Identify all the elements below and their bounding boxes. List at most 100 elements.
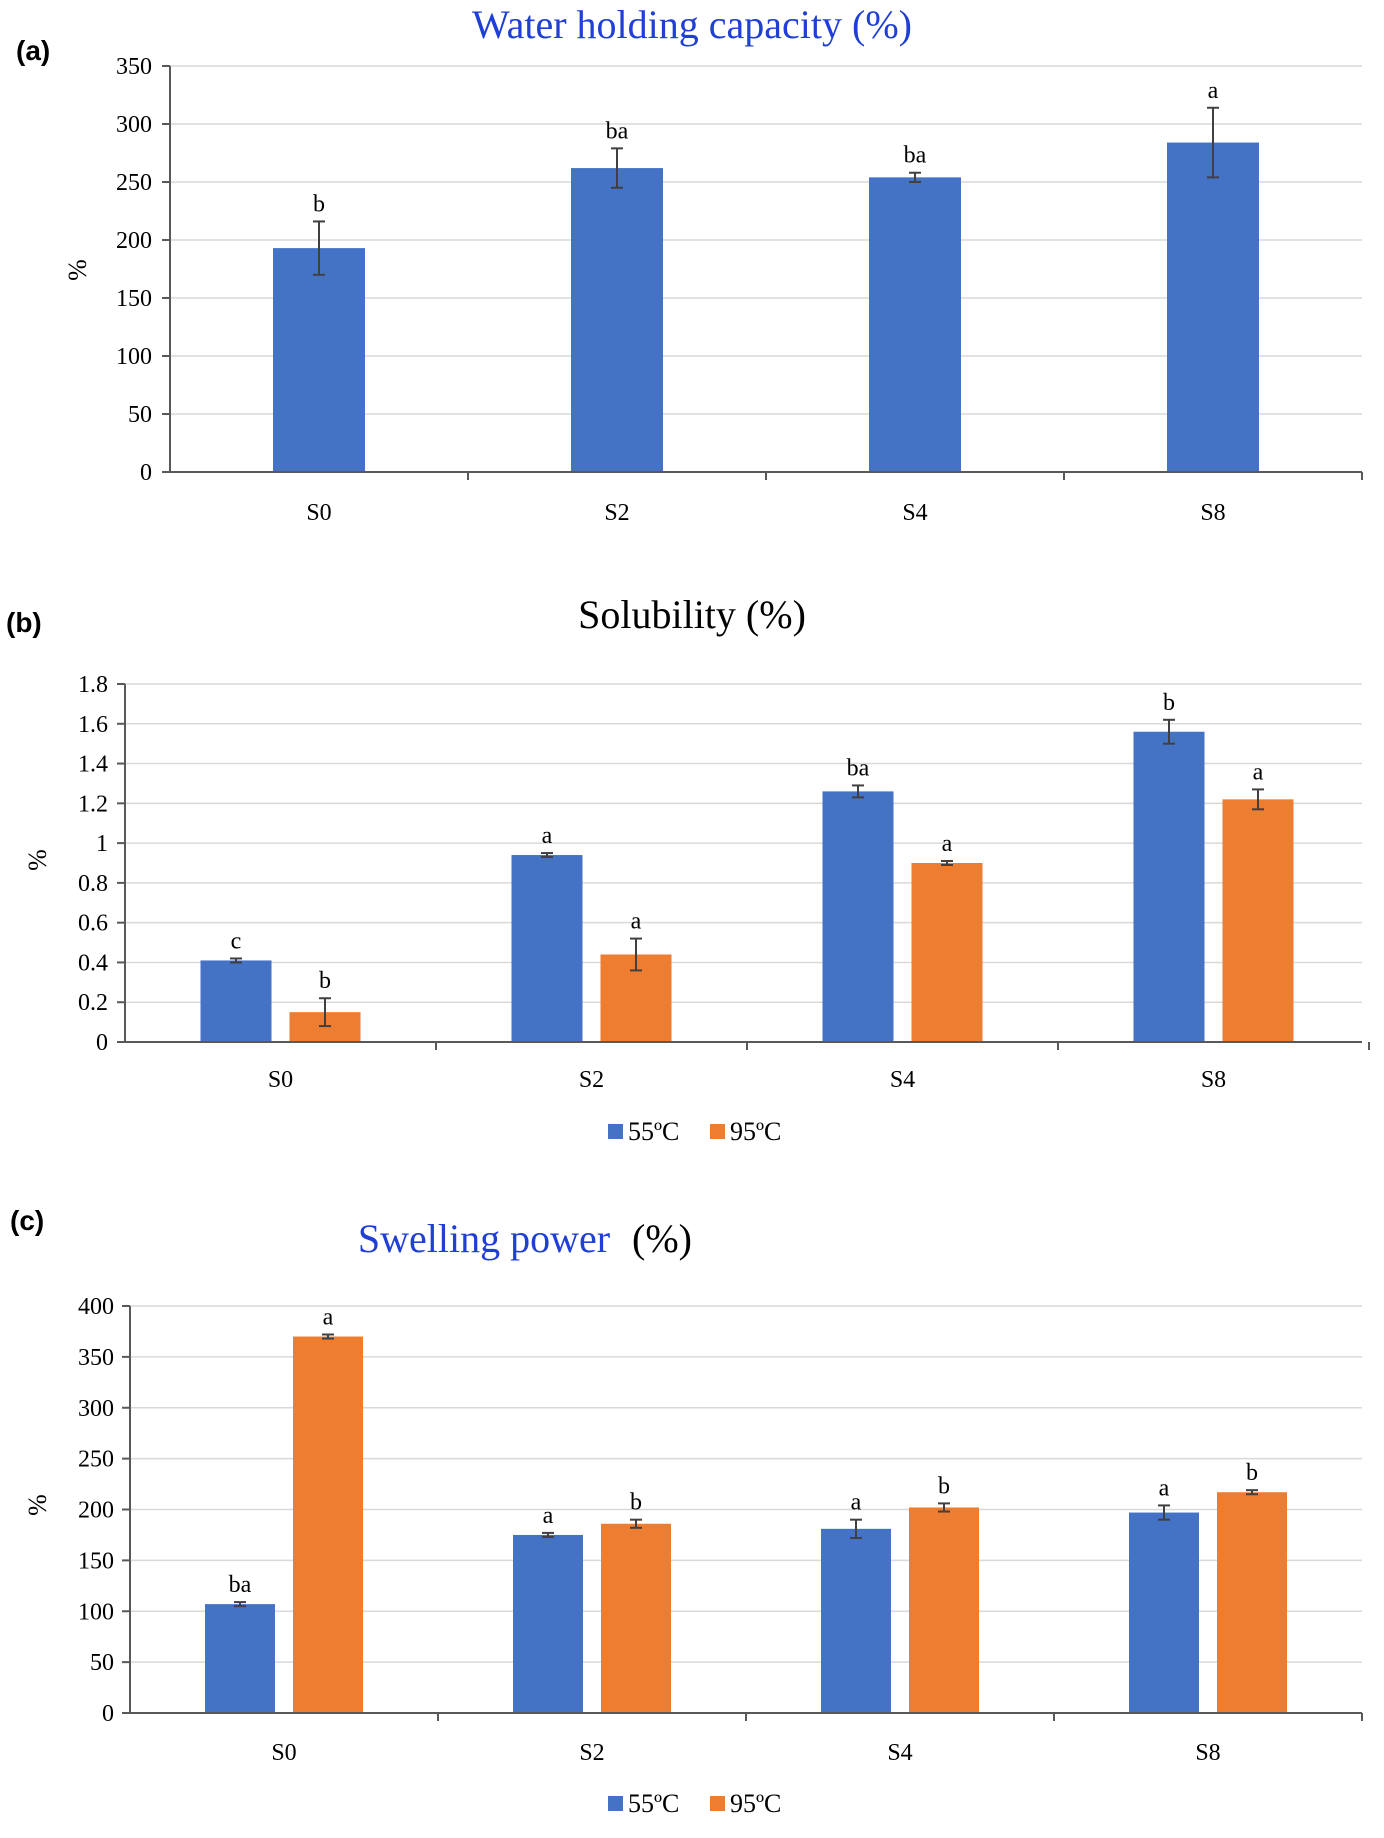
significance-label: ba [229, 1572, 252, 1598]
y-tick-label: 0 [102, 1701, 114, 1727]
y-tick-label: 0.6 [78, 911, 108, 937]
panel-c-title: Swelling power (%) [358, 1216, 692, 1261]
y-tick-label: 0 [96, 1030, 108, 1056]
bar [822, 791, 894, 1042]
x-tick-label: S4 [890, 1067, 915, 1093]
significance-label: a [851, 1490, 862, 1516]
y-tick-label: 1.6 [78, 712, 108, 738]
significance-label: a [543, 1503, 554, 1529]
significance-label: ba [904, 143, 927, 169]
bar [511, 855, 583, 1042]
x-tick-label: S4 [887, 1740, 912, 1766]
y-tick-label: 0 [140, 460, 152, 486]
y-tick-label: 1.4 [78, 752, 108, 778]
significance-label: a [942, 831, 953, 857]
significance-label: b [1246, 1460, 1258, 1486]
x-tick-label: S0 [306, 500, 331, 526]
y-tick-label: 350 [78, 1345, 114, 1371]
panel-a-ylabel: % [63, 259, 92, 281]
y-tick-label: 350 [116, 54, 152, 80]
x-tick-label: S8 [1201, 1067, 1226, 1093]
panel-b-label: (b) [6, 607, 42, 638]
y-tick-label: 100 [78, 1599, 114, 1625]
x-tick-label: S2 [579, 1740, 604, 1766]
y-tick-label: 150 [116, 286, 152, 312]
bar [1167, 142, 1259, 472]
x-tick-label: S4 [902, 500, 927, 526]
legend-label: 55ºC [628, 1117, 679, 1146]
significance-label: b [630, 1490, 642, 1516]
significance-label: b [313, 191, 325, 217]
bar [869, 177, 961, 473]
water-holding-capacity-chart: (a) Water holding capacity (%) % bbabaa … [16, 2, 1363, 526]
bar [571, 168, 663, 472]
legend-label: 95ºC [730, 1117, 781, 1146]
y-tick-label: 250 [116, 170, 152, 196]
y-tick-label: 200 [116, 228, 152, 254]
x-tick-label: S0 [268, 1067, 293, 1093]
panel-c-label: (c) [10, 1205, 44, 1236]
bar [821, 1528, 891, 1713]
y-tick-label: 50 [90, 1650, 114, 1676]
y-tick-label: 0.4 [78, 950, 108, 976]
y-tick-label: 300 [116, 112, 152, 138]
y-tick-label: 200 [78, 1498, 114, 1524]
significance-label: b [319, 968, 331, 994]
significance-label: a [1159, 1475, 1170, 1501]
significance-label: a [542, 823, 553, 849]
panel-b-legend: 55ºC 95ºC [608, 1117, 781, 1146]
significance-label: a [1253, 759, 1264, 785]
y-tick-label: 50 [128, 402, 152, 428]
bar [1129, 1512, 1199, 1713]
y-tick-label: 1 [96, 831, 108, 857]
panel-a-label: (a) [16, 35, 50, 66]
x-tick-label: S0 [271, 1740, 296, 1766]
panel-c-ylabel: % [23, 1494, 52, 1516]
y-tick-label: 400 [78, 1294, 114, 1320]
y-tick-label: 150 [78, 1548, 114, 1574]
significance-label: a [323, 1304, 334, 1330]
legend-label: 55ºC [628, 1789, 679, 1818]
x-tick-label: S2 [604, 500, 629, 526]
bar [200, 960, 272, 1042]
bar [1222, 799, 1294, 1042]
bar [293, 1336, 363, 1713]
y-tick-label: 1.2 [78, 791, 108, 817]
panel-c-title-main: Swelling power [358, 1216, 610, 1261]
y-tick-label: 0.2 [78, 990, 108, 1016]
bar [273, 248, 365, 472]
y-tick-label: 100 [116, 344, 152, 370]
significance-label: ba [847, 755, 870, 781]
x-tick-label: S2 [579, 1067, 604, 1093]
panel-c-legend: 55ºC 95ºC [608, 1789, 781, 1818]
bar [1217, 1492, 1287, 1713]
legend-label: 95ºC [730, 1789, 781, 1818]
legend-swatch [710, 1124, 725, 1139]
legend-swatch [608, 1124, 623, 1139]
bar [205, 1604, 275, 1713]
panel-a-title: Water holding capacity (%) [472, 2, 912, 47]
bar [513, 1534, 583, 1713]
bar [909, 1507, 979, 1713]
bar [601, 1523, 671, 1713]
significance-label: c [231, 928, 242, 954]
y-tick-label: 0.8 [78, 871, 108, 897]
panel-b-ylabel: % [23, 849, 52, 871]
panel-c-title-suffix: (%) [632, 1216, 692, 1261]
y-tick-label: 1.8 [78, 672, 108, 698]
legend-swatch [608, 1796, 623, 1811]
x-tick-label: S8 [1195, 1740, 1220, 1766]
significance-label: a [631, 909, 642, 935]
significance-label: a [1208, 78, 1219, 104]
legend-swatch [710, 1796, 725, 1811]
significance-label: b [938, 1473, 950, 1499]
bar [911, 863, 983, 1042]
significance-label: b [1163, 690, 1175, 716]
significance-label: ba [606, 118, 629, 144]
y-tick-label: 250 [78, 1447, 114, 1473]
x-tick-label: S8 [1200, 500, 1225, 526]
bar [1133, 731, 1205, 1042]
